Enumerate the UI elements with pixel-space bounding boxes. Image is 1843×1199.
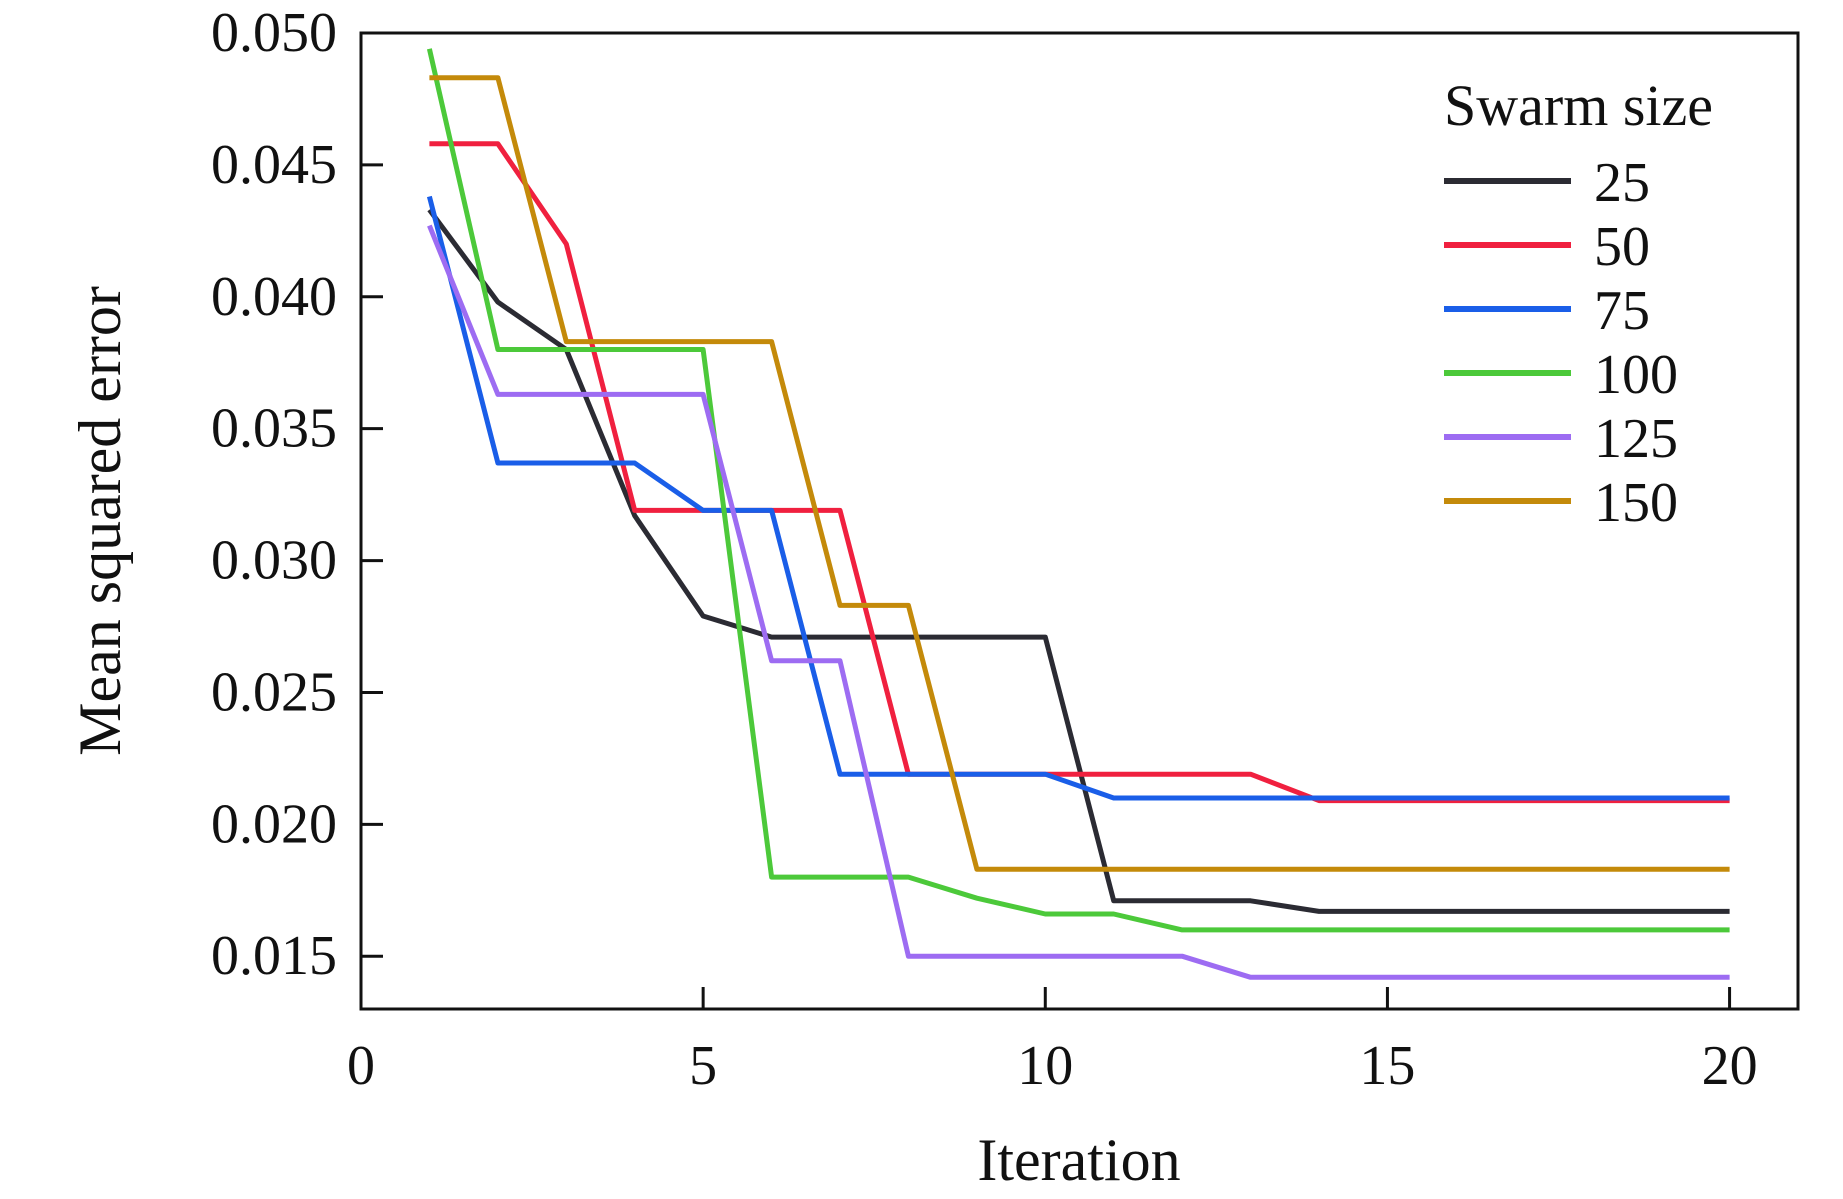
- series-line-75: [426, 195, 1730, 801]
- legend-label-100: 100: [1594, 344, 1678, 406]
- legend-title: Swarm size: [1444, 73, 1713, 138]
- series-line-100: [426, 48, 1730, 933]
- series-layer: [426, 48, 1730, 980]
- y-tick-label: 0.030: [211, 530, 337, 592]
- legend-label-125: 125: [1594, 408, 1678, 470]
- x-tick-label: 15: [1359, 1035, 1415, 1097]
- y-tick-label: 0.050: [211, 2, 337, 64]
- y-tick-label: 0.045: [211, 134, 337, 196]
- x-tick-label: 20: [1702, 1035, 1758, 1097]
- y-tick-label: 0.015: [211, 925, 337, 987]
- x-axis-label: Iteration: [977, 1127, 1180, 1193]
- legend-label-50: 50: [1594, 216, 1650, 278]
- x-tick-label: 10: [1017, 1035, 1073, 1097]
- y-axis-label: Mean squared error: [67, 286, 133, 756]
- legend-label-25: 25: [1594, 152, 1650, 214]
- plot-frame: [359, 31, 1800, 1011]
- series-line-150: [429, 75, 1730, 872]
- x-tick-label: 0: [347, 1035, 375, 1097]
- y-tick-label: 0.020: [211, 793, 337, 855]
- y-tick-label: 0.040: [211, 266, 337, 328]
- y-axis: 0.015 0.020 0.025 0.030 0.035 0.040 0.045 0.050: [211, 2, 383, 987]
- series-line-125: [427, 224, 1730, 980]
- x-axis: 0 5 10 15 20: [347, 987, 1758, 1097]
- series-line-50: [429, 141, 1730, 804]
- x-tick-label: 5: [689, 1035, 717, 1097]
- y-tick-label: 0.035: [211, 398, 337, 460]
- series-line-25: [427, 208, 1730, 914]
- legend-label-150: 150: [1594, 472, 1678, 534]
- legend-label-75: 75: [1594, 280, 1650, 342]
- y-tick-label: 0.025: [211, 661, 337, 723]
